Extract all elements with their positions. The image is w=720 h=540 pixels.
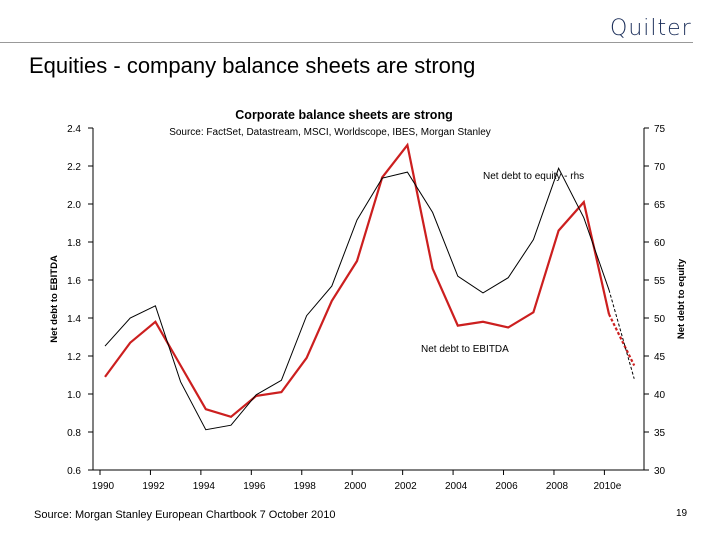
x-tick-label: 2006 [495,481,518,492]
right-tick-label: 50 [654,314,666,325]
quilter-logo: Quilter [610,16,692,41]
x-tick-label: 2008 [546,481,569,492]
x-tick-label: 1994 [193,481,216,492]
right-tick-label: 70 [654,162,666,173]
left-tick-label: 1.8 [67,238,81,249]
series-forecast-ebitda [608,313,636,366]
right-tick-label: 45 [654,352,666,363]
left-axis-label: Net debt to EBITDA [49,255,60,343]
page-number: 19 [676,508,688,519]
series-label-equity: Net debt to equity - rhs [483,171,584,182]
page-title: Equities - company balance sheets are st… [29,53,476,78]
chart-subtitle: Source: FactSet, Datastream, MSCI, World… [169,127,491,138]
left-tick-label: 2.0 [67,200,81,211]
footer-source: Source: Morgan Stanley European Chartboo… [34,509,336,521]
left-tick-label: 2.2 [67,162,81,173]
x-tick-label: 1996 [243,481,266,492]
right-axis-label: Net debt to equity [676,258,687,339]
x-tick-label: 2002 [395,481,418,492]
left-tick-label: 1.0 [67,390,81,401]
right-tick-label: 35 [654,428,666,439]
chart-title: Corporate balance sheets are strong [235,108,452,122]
left-tick-label: 1.2 [67,352,81,363]
x-tick-label: 1990 [92,481,115,492]
right-tick-label: 75 [654,124,666,135]
right-tick-label: 55 [654,276,666,287]
left-tick-label: 0.6 [67,466,81,477]
x-tick-label: 2000 [344,481,367,492]
series-forecast-equity [608,289,635,379]
left-tick-label: 1.6 [67,276,81,287]
left-tick-label: 2.4 [67,124,81,135]
series-line-ebitda [104,142,611,419]
right-tick-label: 30 [654,466,666,477]
x-tick-label: 1998 [294,481,317,492]
x-tick-label: 1992 [142,481,165,492]
series-line-equity [104,167,610,431]
right-tick-label: 65 [654,200,666,211]
right-tick-label: 60 [654,238,666,249]
left-tick-label: 0.8 [67,428,81,439]
left-tick-label: 1.4 [67,314,81,325]
series-label-ebitda: Net debt to EBITDA [421,344,509,355]
right-tick-label: 40 [654,390,666,401]
header-divider [0,42,693,43]
x-tick-label: 2004 [445,481,468,492]
x-tick-label: 2010e [593,481,621,492]
